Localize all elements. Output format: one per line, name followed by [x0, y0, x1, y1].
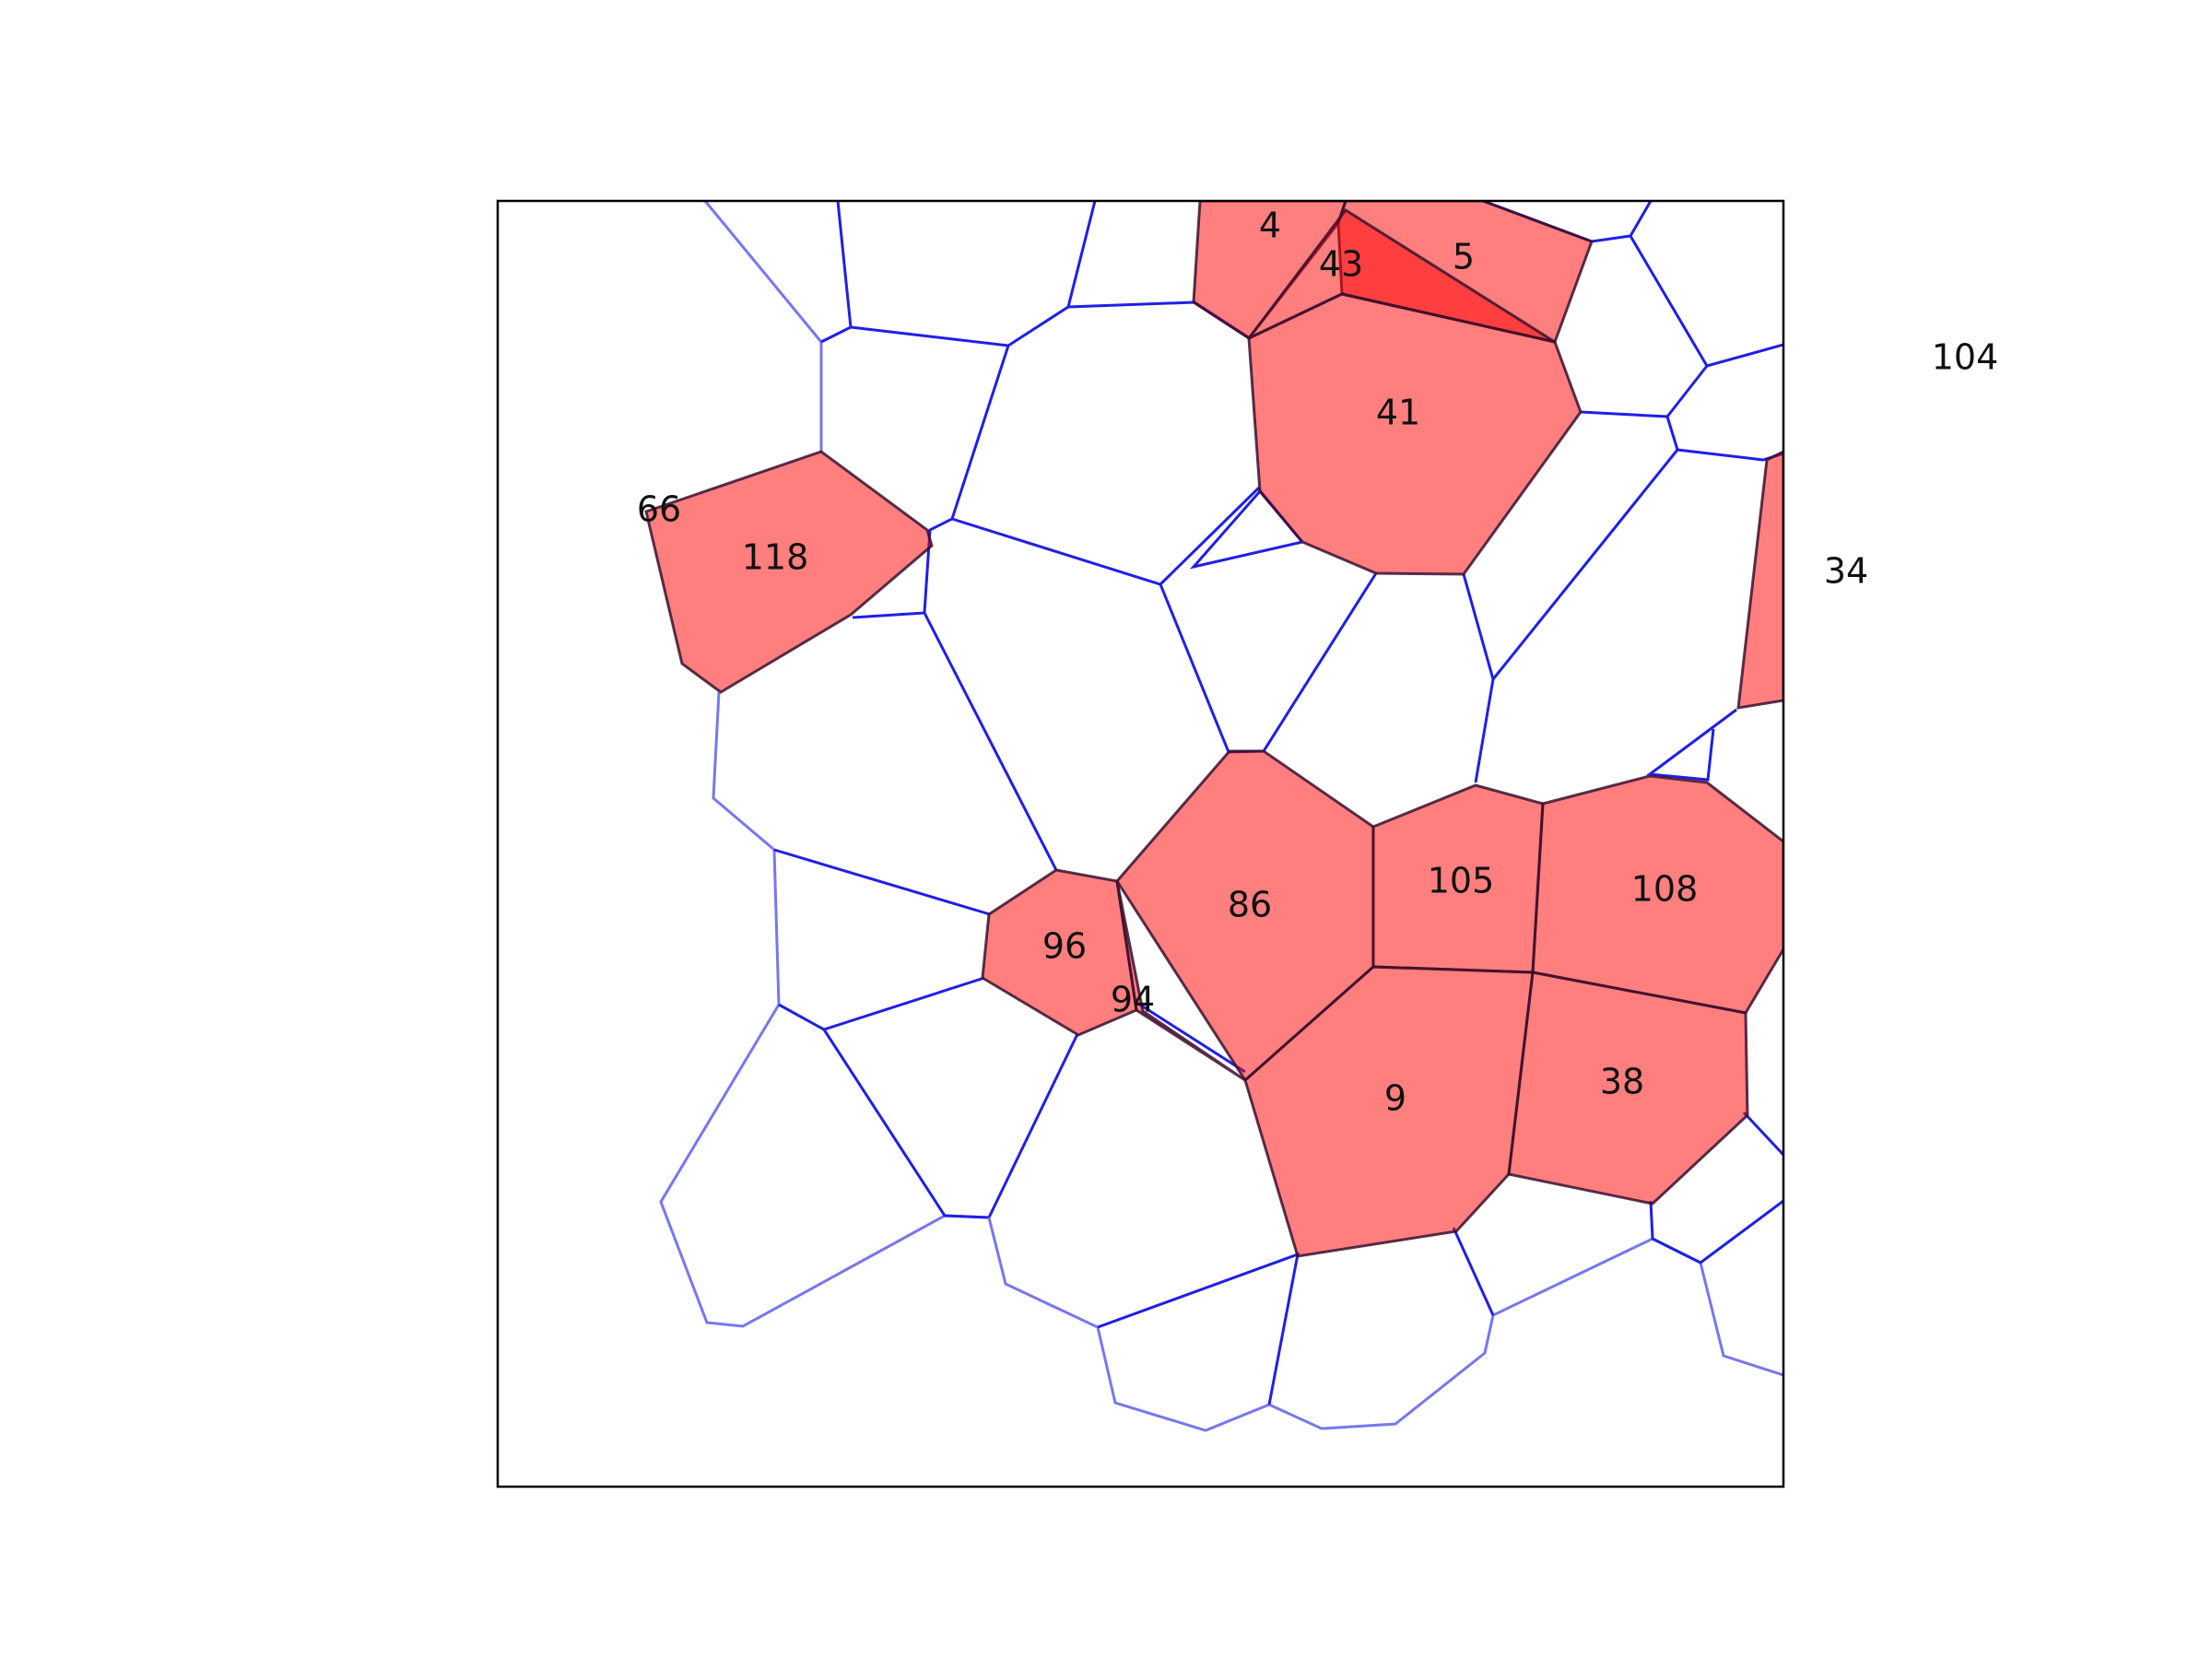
label-43: 43	[1319, 244, 1363, 285]
cell-edge	[659, 1004, 990, 1328]
cell-edge	[1649, 1199, 1783, 1265]
label-118: 118	[742, 537, 809, 578]
label-41: 41	[1376, 393, 1420, 433]
cell-edge	[773, 848, 991, 916]
cell-edge	[822, 1029, 1079, 1219]
label-34: 34	[1824, 551, 1868, 592]
label-38: 38	[1600, 1062, 1644, 1102]
highlighted-cells	[644, 201, 1783, 1258]
plot-frame	[496, 199, 1785, 1488]
cell-41	[1247, 292, 1583, 576]
cell-edge	[852, 345, 1010, 619]
cell-edge	[778, 976, 985, 1031]
cell-edge	[1580, 365, 1709, 418]
cell-38	[1507, 971, 1749, 1206]
cell-edge	[1135, 1000, 1246, 1074]
cell-edge	[951, 486, 1304, 586]
label-105: 105	[1428, 861, 1495, 901]
label-94: 94	[1111, 980, 1155, 1020]
cell-edge	[820, 201, 853, 344]
label-86: 86	[1228, 885, 1272, 925]
cell-edge	[1742, 1111, 1783, 1157]
label-104: 104	[1932, 337, 1999, 378]
cell-edge	[703, 201, 823, 452]
label-9: 9	[1384, 1078, 1406, 1119]
label-66: 66	[637, 489, 681, 530]
cell-edge	[850, 201, 1097, 347]
cell-edge	[1452, 1227, 1495, 1316]
cell-edge	[1645, 708, 1737, 782]
label-4: 4	[1259, 206, 1281, 246]
label-96: 96	[1042, 926, 1087, 967]
label-108: 108	[1631, 869, 1699, 910]
cell-labels: 4 43 5 104 41 66 118 34 105 108 86 96 94…	[637, 206, 1998, 1119]
cell-edge	[1097, 1252, 1300, 1406]
cell-edge	[712, 691, 781, 1006]
cell-118	[644, 450, 934, 694]
cell-34	[1736, 450, 1783, 710]
cell-edge	[1629, 235, 1783, 368]
label-5: 5	[1453, 237, 1475, 277]
cell-edge	[1474, 678, 1495, 783]
cell-edge	[1665, 416, 1783, 462]
cell-edge	[923, 612, 1058, 871]
cell-edge	[1159, 572, 1378, 754]
